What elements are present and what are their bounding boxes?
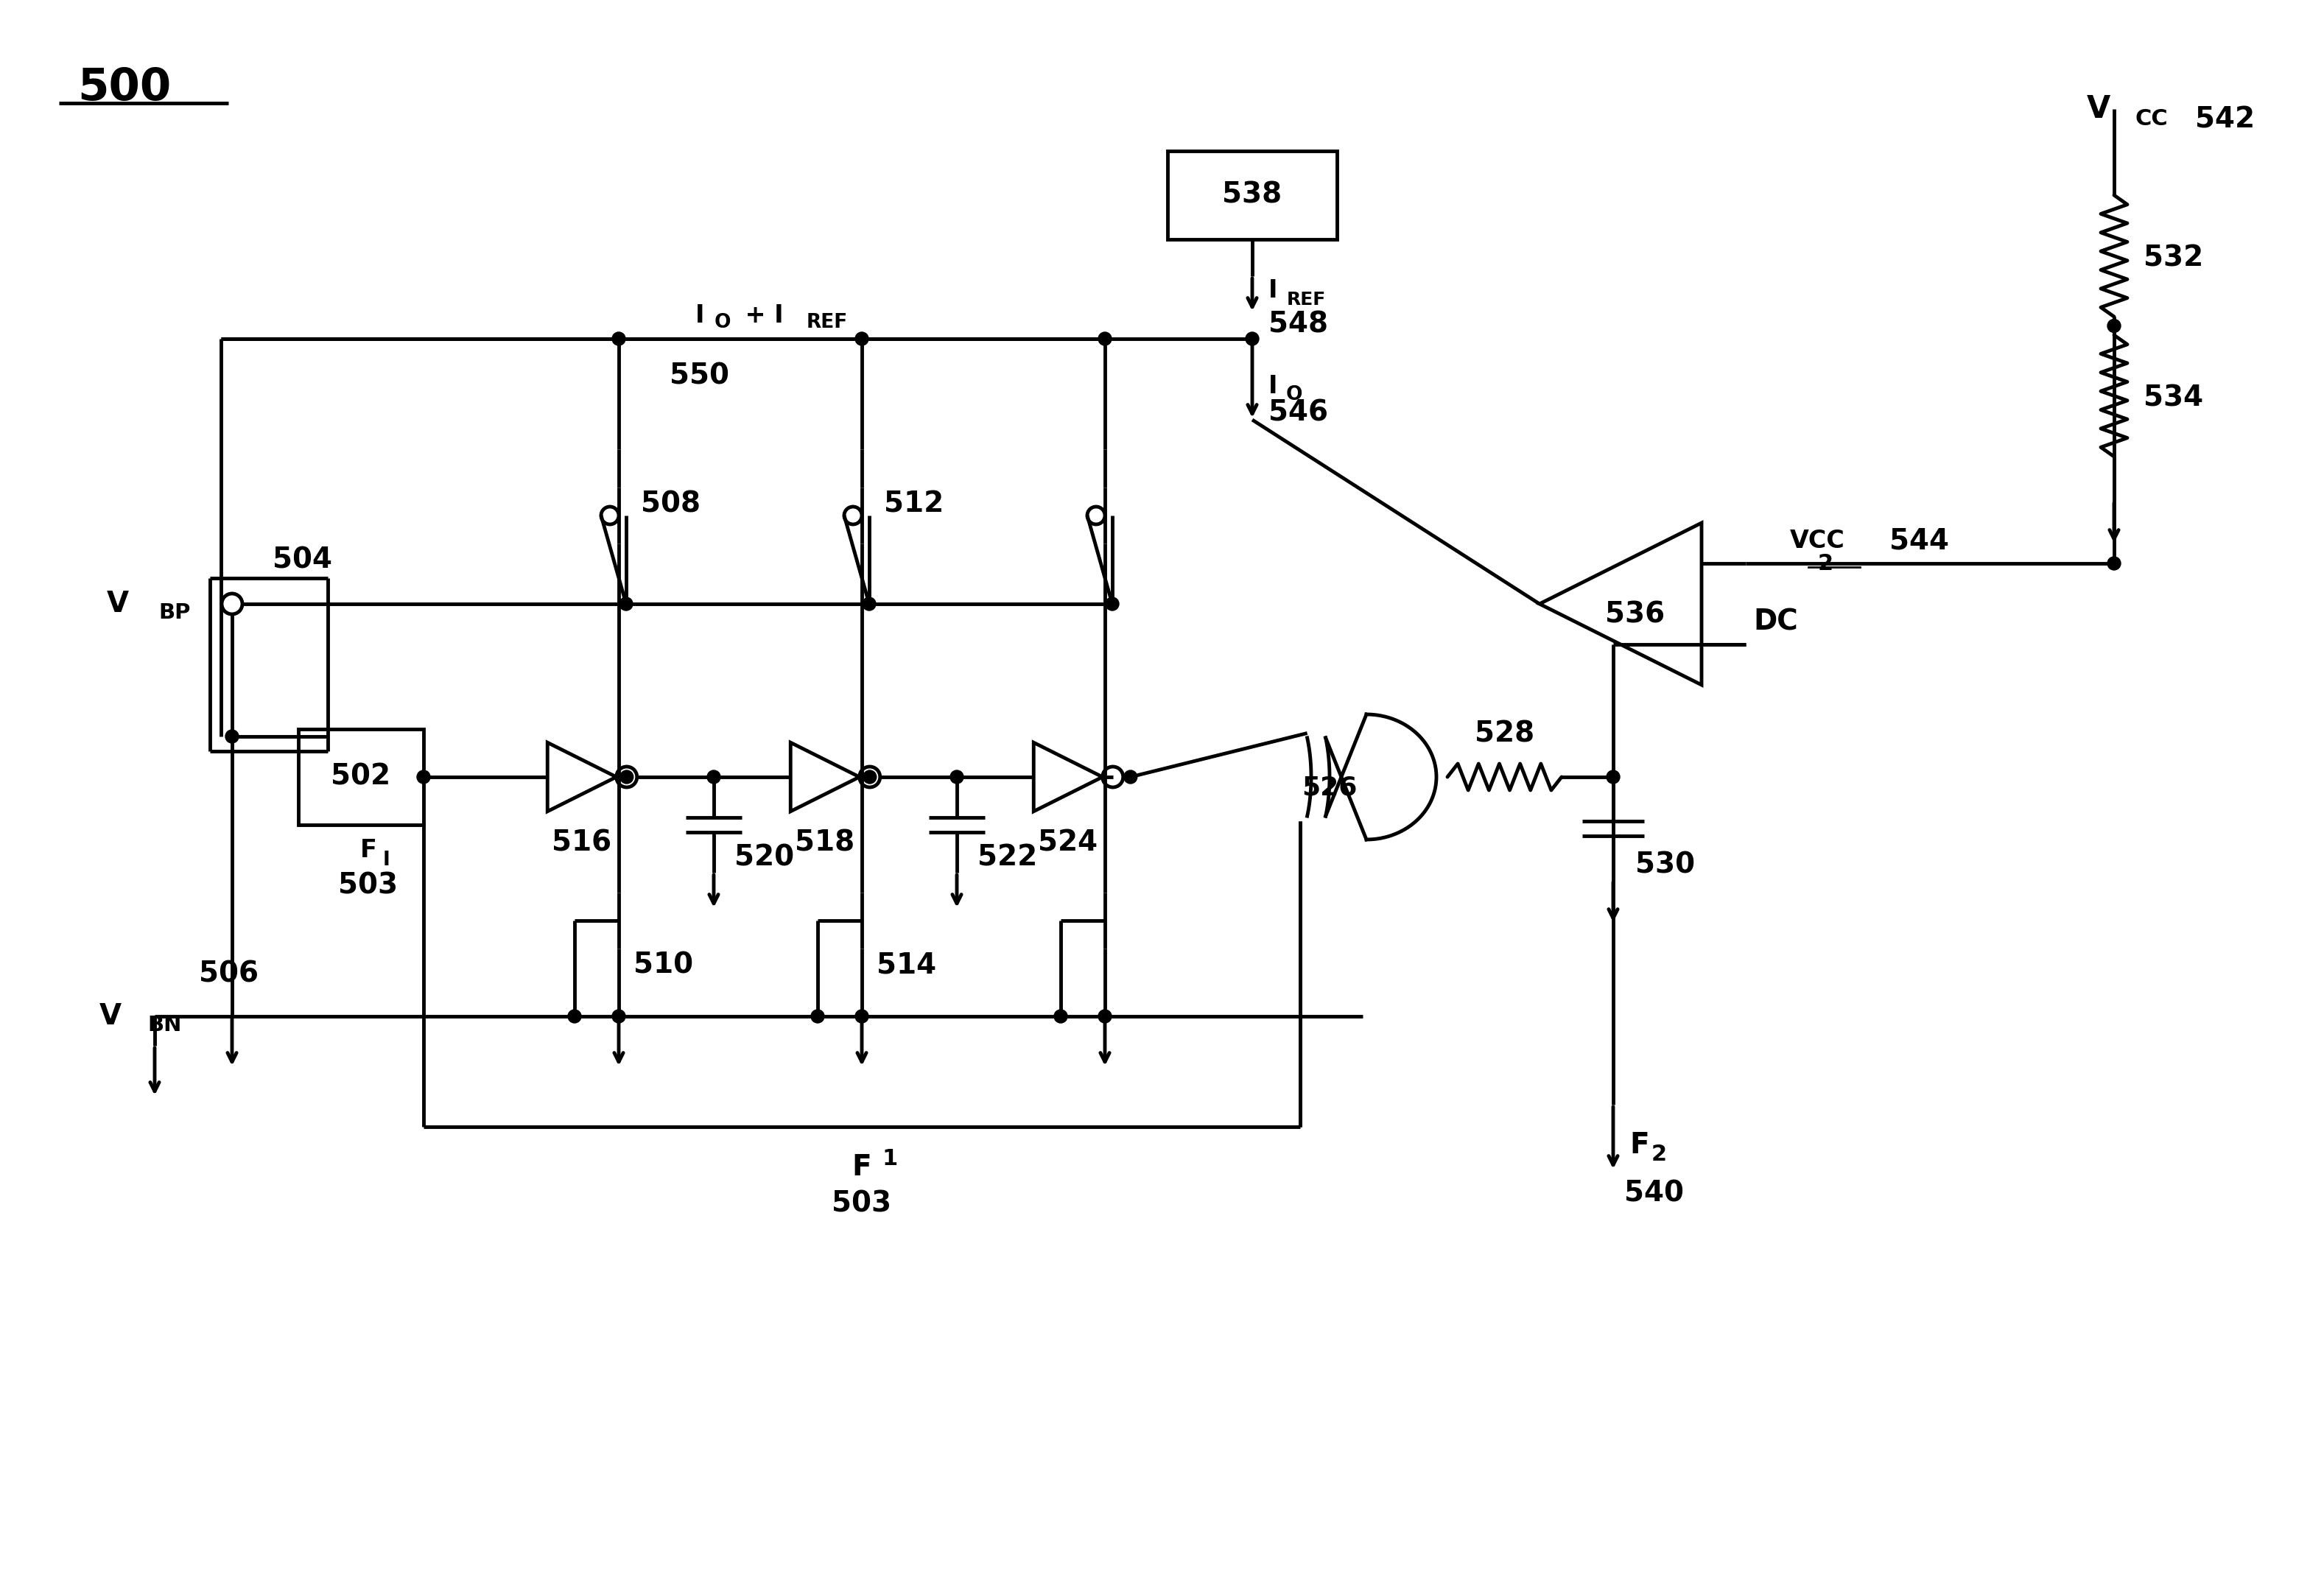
Circle shape — [1246, 332, 1260, 345]
Text: 516: 516 — [553, 830, 611, 857]
Text: 540: 540 — [1624, 1180, 1685, 1207]
Text: REF: REF — [1287, 291, 1327, 308]
Text: 526: 526 — [1301, 776, 1357, 800]
Text: 2: 2 — [1652, 1145, 1666, 1165]
Circle shape — [1099, 332, 1111, 345]
Text: REF: REF — [806, 313, 848, 332]
Text: 544: 544 — [1889, 528, 1950, 555]
Text: DC: DC — [1752, 609, 1799, 636]
Text: BP: BP — [158, 603, 191, 623]
Text: 506: 506 — [200, 960, 258, 987]
Circle shape — [1606, 770, 1620, 784]
Bar — [1167, 151, 1336, 240]
Text: 508: 508 — [641, 490, 700, 518]
Circle shape — [855, 332, 869, 345]
Text: 1: 1 — [883, 1148, 897, 1169]
Circle shape — [1125, 770, 1136, 784]
Text: VCC: VCC — [1789, 529, 1845, 553]
Text: I: I — [1269, 375, 1278, 399]
Text: 503: 503 — [339, 871, 397, 900]
Text: F: F — [1629, 1130, 1650, 1159]
Text: 534: 534 — [2143, 383, 2203, 412]
Circle shape — [862, 598, 876, 611]
Text: O: O — [713, 313, 732, 332]
Circle shape — [225, 730, 239, 743]
Circle shape — [2108, 556, 2122, 569]
Text: 512: 512 — [883, 490, 944, 518]
Circle shape — [567, 1010, 581, 1022]
Circle shape — [621, 598, 632, 611]
Text: F: F — [360, 838, 376, 863]
Text: 503: 503 — [832, 1189, 892, 1218]
Text: 510: 510 — [634, 951, 693, 979]
Bar — [297, 730, 423, 825]
Circle shape — [811, 1010, 825, 1022]
Text: 502: 502 — [330, 763, 390, 790]
Circle shape — [1106, 598, 1118, 611]
Circle shape — [862, 770, 876, 784]
Text: 546: 546 — [1269, 399, 1327, 426]
Text: BN: BN — [146, 1014, 181, 1035]
Circle shape — [855, 1010, 869, 1022]
Text: 542: 542 — [2196, 105, 2254, 134]
Text: 532: 532 — [2143, 243, 2203, 272]
Text: 2: 2 — [1817, 553, 1834, 574]
Text: I: I — [383, 851, 390, 870]
Text: F: F — [853, 1153, 872, 1181]
Text: 518: 518 — [795, 830, 855, 857]
Text: 524: 524 — [1039, 830, 1097, 857]
Text: CC: CC — [2136, 108, 2168, 130]
Text: 504: 504 — [272, 545, 332, 574]
Text: 550: 550 — [669, 361, 730, 390]
Circle shape — [611, 1010, 625, 1022]
Text: 500: 500 — [77, 67, 172, 110]
Circle shape — [1099, 1010, 1111, 1022]
Text: 528: 528 — [1476, 720, 1534, 749]
Text: O: O — [1285, 385, 1304, 404]
Circle shape — [951, 770, 964, 784]
Text: I: I — [1269, 278, 1278, 304]
Text: V: V — [2087, 94, 2110, 124]
Text: 530: 530 — [1636, 851, 1694, 879]
Text: I: I — [695, 304, 704, 328]
Circle shape — [611, 332, 625, 345]
Text: 538: 538 — [1222, 181, 1283, 210]
Circle shape — [1055, 1010, 1067, 1022]
Circle shape — [416, 770, 430, 784]
Circle shape — [2108, 320, 2122, 332]
Circle shape — [621, 770, 634, 784]
Text: 520: 520 — [734, 844, 795, 871]
Text: 522: 522 — [978, 844, 1037, 871]
Circle shape — [706, 770, 720, 784]
Text: + I: + I — [737, 304, 783, 328]
Text: V: V — [107, 590, 128, 619]
Text: 536: 536 — [1606, 601, 1666, 630]
Text: 514: 514 — [876, 951, 937, 979]
Text: 548: 548 — [1269, 310, 1327, 339]
Text: V: V — [100, 1002, 121, 1030]
